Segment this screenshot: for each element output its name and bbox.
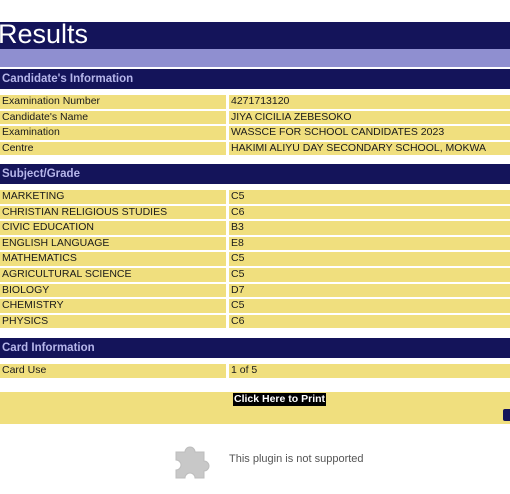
subject-grade: E8 <box>229 236 510 251</box>
title-underline-bar <box>0 49 510 67</box>
row-label: Centre <box>0 141 226 156</box>
clipped-heading-text <box>60 0 68 17</box>
row-label: Examination <box>0 126 226 140</box>
table-row: CHRISTIAN RELIGIOUS STUDIES C6 <box>0 205 510 221</box>
table-row: ENGLISH LANGUAGE E8 <box>0 236 510 252</box>
subject-name: AGRICULTURAL SCIENCE <box>0 267 226 282</box>
clipped-edge-control <box>503 409 510 421</box>
row-label: Card Use <box>0 364 226 378</box>
subject-name: CHRISTIAN RELIGIOUS STUDIES <box>0 205 226 220</box>
subject-grade: C6 <box>229 205 510 220</box>
footer-row <box>0 408 510 424</box>
subject-grade: C6 <box>229 314 510 329</box>
table-row: BIOLOGY D7 <box>0 283 510 299</box>
table-row: MATHEMATICS C5 <box>0 251 510 267</box>
section-subject-grade-heading: Subject/Grade <box>0 164 510 184</box>
table-row: Examination WASSCE FOR SCHOOL CANDIDATES… <box>0 125 510 141</box>
table-row: AGRICULTURAL SCIENCE C5 <box>0 267 510 283</box>
card-info-table: Card Use 1 of 5 <box>0 363 510 379</box>
page-title: Results <box>0 19 89 49</box>
results-title-bar: Results <box>0 19 510 49</box>
table-row: CIVIC EDUCATION B3 <box>0 220 510 236</box>
table-row: Candidate's Name JIYA CICILIA ZEBESOKO <box>0 110 510 126</box>
table-row: PHYSICS C6 <box>0 314 510 330</box>
section-candidate-info-heading: Candidate's Information <box>0 69 510 89</box>
subject-grade: D7 <box>229 283 510 298</box>
row-value: 4271713120 <box>229 95 510 109</box>
subject-name: ENGLISH LANGUAGE <box>0 236 226 251</box>
subject-name: MARKETING <box>0 190 226 204</box>
subject-name: PHYSICS <box>0 314 226 329</box>
table-row: MARKETING C5 <box>0 189 510 205</box>
subject-name: CHEMISTRY <box>0 299 226 313</box>
row-value: JIYA CICILIA ZEBESOKO <box>229 110 510 125</box>
subject-grade: B3 <box>229 221 510 235</box>
table-row: Centre HAKIMI ALIYU DAY SECONDARY SCHOOL… <box>0 141 510 157</box>
row-label: Candidate's Name <box>0 110 226 125</box>
row-value: HAKIMI ALIYU DAY SECONDARY SCHOOL, MOKWA <box>229 141 510 156</box>
row-label: Examination Number <box>0 95 226 109</box>
row-value: WASSCE FOR SCHOOL CANDIDATES 2023 <box>229 126 510 140</box>
subject-name: CIVIC EDUCATION <box>0 221 226 235</box>
puzzle-piece-icon <box>175 446 210 479</box>
section-card-info-heading: Card Information <box>0 338 510 358</box>
table-row: Card Use 1 of 5 <box>0 363 510 379</box>
print-button[interactable]: Click Here to Print <box>233 393 327 406</box>
subject-name: BIOLOGY <box>0 283 226 298</box>
subject-name: MATHEMATICS <box>0 252 226 266</box>
subject-grade: C5 <box>229 299 510 313</box>
clipped-page-heading <box>0 0 510 22</box>
plugin-unsupported-message: This plugin is not supported <box>229 453 364 465</box>
subject-grade-table: MARKETING C5 CHRISTIAN RELIGIOUS STUDIES… <box>0 189 510 329</box>
subject-grade: C5 <box>229 190 510 204</box>
table-row: CHEMISTRY C5 <box>0 298 510 314</box>
row-value: 1 of 5 <box>229 364 510 378</box>
subject-grade: C5 <box>229 252 510 266</box>
plugin-placeholder: This plugin is not supported <box>170 440 410 480</box>
subject-grade: C5 <box>229 267 510 282</box>
table-row: Examination Number 4271713120 <box>0 94 510 110</box>
candidate-info-table: Examination Number 4271713120 Candidate'… <box>0 94 510 156</box>
